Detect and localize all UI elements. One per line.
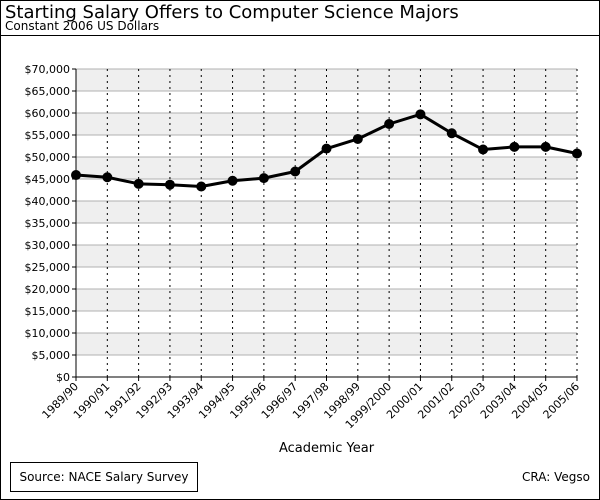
y-tick-label: $65,000 xyxy=(25,85,71,98)
grid-band xyxy=(76,333,577,355)
data-point xyxy=(71,170,81,181)
y-tick-label: $50,000 xyxy=(25,151,71,164)
y-tick-label: $70,000 xyxy=(25,63,71,76)
data-point xyxy=(384,119,395,129)
data-point xyxy=(509,141,520,152)
data-point xyxy=(258,173,269,184)
data-point xyxy=(196,181,207,192)
grid-band xyxy=(76,69,577,91)
grid-band xyxy=(76,157,577,179)
y-tick-label: $60,000 xyxy=(25,107,71,120)
chart-subtitle: Constant 2006 US Dollars xyxy=(5,19,160,33)
y-tick-label: $45,000 xyxy=(25,173,71,186)
data-point xyxy=(478,144,489,155)
source-box: Source: NACE Salary Survey xyxy=(10,462,198,492)
grid-band xyxy=(76,289,577,311)
y-tick-label: $40,000 xyxy=(25,195,71,208)
credit-label: CRA: Vegso xyxy=(522,470,590,484)
y-tick-label: $5,000 xyxy=(32,349,71,362)
x-axis-label: Academic Year xyxy=(279,441,375,456)
data-point xyxy=(290,166,301,177)
data-point xyxy=(446,128,457,139)
data-point xyxy=(321,143,332,154)
data-point xyxy=(102,172,113,183)
data-point xyxy=(540,141,551,152)
y-tick-label: $0 xyxy=(56,371,70,384)
data-point xyxy=(164,179,175,190)
y-tick-label: $30,000 xyxy=(25,239,71,252)
data-point xyxy=(572,148,582,159)
chart-title: Starting Salary Offers to Computer Scien… xyxy=(5,2,459,23)
y-tick-label: $15,000 xyxy=(25,305,71,318)
chart-header: Starting Salary Offers to Computer Scien… xyxy=(1,1,599,36)
data-point xyxy=(415,109,426,120)
y-tick-label: $35,000 xyxy=(25,217,71,230)
data-point xyxy=(133,178,144,189)
data-point xyxy=(352,133,363,144)
y-tick-label: $25,000 xyxy=(25,261,71,274)
data-point xyxy=(227,175,238,186)
y-tick-label: $10,000 xyxy=(25,327,71,340)
grid-band xyxy=(76,201,577,223)
y-tick-label: $55,000 xyxy=(25,129,71,142)
y-tick-label: $20,000 xyxy=(25,283,71,296)
